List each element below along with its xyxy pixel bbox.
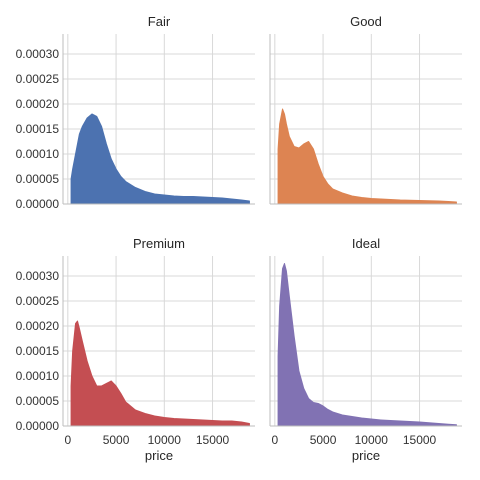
y-tick-label: 0.00005 [16,172,60,186]
y-tick-label: 0.00010 [16,369,60,383]
x-tick-label: 10000 [148,433,182,447]
y-tick-label: 0.00010 [16,147,60,161]
x-tick-label: 5000 [310,433,337,447]
density-area-good [277,108,457,205]
x-tick-label: 10000 [355,433,389,447]
y-tick-label: 0.00015 [16,122,60,136]
x-tick-label: 15000 [403,433,437,447]
facet-title: Premium [133,236,185,251]
y-tick-label: 0.00030 [16,47,60,61]
y-tick-label: 0.00000 [16,419,60,433]
y-tick-label: 0.00000 [16,197,60,211]
x-axis-label: price [352,448,380,463]
x-tick-label: 5000 [103,433,130,447]
y-tick-label: 0.00020 [16,319,60,333]
y-tick-label: 0.00015 [16,344,60,358]
y-tick-label: 0.00025 [16,72,60,86]
facet-panel-good: Good [269,14,462,205]
facet-panel-ideal: Ideal 0 5000 10000 15000 price [269,236,462,463]
facet-title: Ideal [352,236,380,251]
y-tick-label: 0.00020 [16,97,60,111]
y-tick-label: 0.00005 [16,394,60,408]
x-tick-label: 0 [271,433,278,447]
y-tick-label: 0.00025 [16,294,60,308]
x-tick-label: 15000 [196,433,230,447]
x-axis-label: price [145,448,173,463]
density-area-premium [70,320,250,427]
y-tick-label: 0.00030 [16,269,60,283]
density-area-ideal [277,263,457,427]
facet-title: Good [350,14,382,29]
density-area-fair [70,113,250,205]
x-tick-label: 0 [64,433,71,447]
facet-panel-fair: Fair 0.00000 0.00005 0.00010 0.00015 0.00020 0… [16,14,255,211]
facet-title: Fair [148,14,171,29]
facet-panel-premium: Premium 0.00000 0.00005 0.00010 0.00015 0.000… [16,236,255,463]
